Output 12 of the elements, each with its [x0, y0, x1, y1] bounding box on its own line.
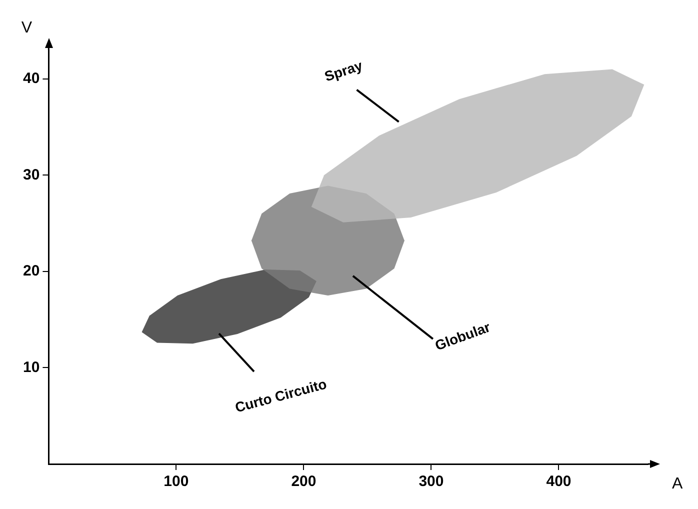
annotation: Spray	[322, 57, 365, 84]
x-axis-title: A	[672, 475, 683, 492]
y-axis-title: V	[21, 19, 32, 36]
x-tick-label: 200	[291, 473, 316, 490]
y-tick-label: 40	[22, 70, 40, 88]
y-tick-label: 10	[22, 358, 40, 376]
annotation: Curto Circuito	[233, 376, 328, 416]
y-tick-label: 30	[22, 166, 40, 184]
y-tick-label: 20	[22, 262, 40, 280]
x-tick-label: 400	[546, 473, 572, 490]
x-tick-label: 300	[418, 473, 444, 490]
x-tick-label: 100	[164, 473, 189, 490]
